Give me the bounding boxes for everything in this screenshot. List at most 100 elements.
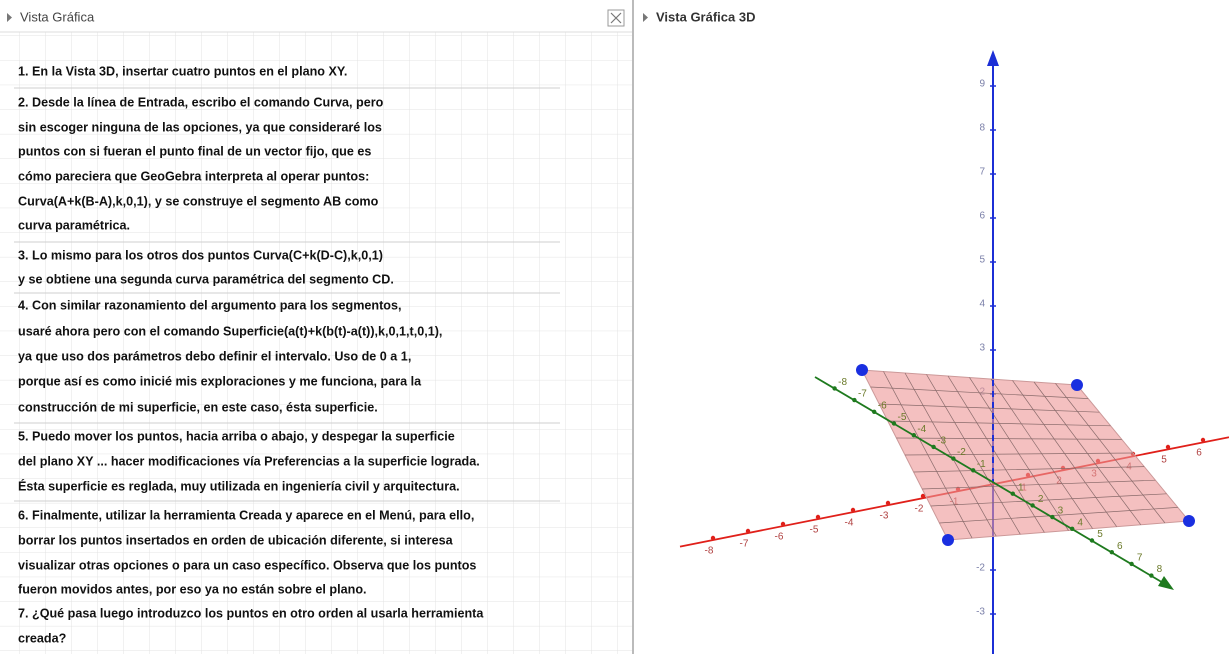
point (942, 534, 954, 546)
instruction-line: 6. Finalmente, utilizar la herramienta C… (18, 508, 474, 522)
y-tick-label: -3 (937, 436, 946, 447)
instruction-line: curva paramétrica. (18, 218, 130, 232)
x-tick (780, 521, 786, 527)
x-tick-label: -4 (845, 518, 854, 529)
y-tick-label: -4 (917, 424, 926, 435)
instruction-line: 4. Con similar razonamiento del argument… (18, 298, 402, 312)
y-tick (931, 444, 936, 450)
point (1071, 379, 1083, 391)
close-button[interactable] (607, 9, 625, 27)
collapse-icon[interactable] (643, 13, 648, 22)
y-tick (951, 456, 956, 461)
z-tick-label: 4 (979, 299, 985, 310)
x-tick (1200, 437, 1206, 443)
panel-title: Vista Gráfica (20, 9, 95, 24)
y-tick (1129, 561, 1134, 567)
x-tick-label: 5 (1161, 455, 1167, 466)
y-tick (971, 468, 976, 473)
surface-grid (1012, 380, 1117, 527)
grid (0, 32, 632, 654)
instruction-line: cómo pareciera que GeoGebra interpreta a… (18, 169, 369, 183)
y-axis-arrow (1158, 576, 1174, 590)
x-tick (710, 535, 716, 541)
instruction-line: 1. En la Vista 3D, insertar cuatro punto… (18, 64, 347, 78)
instruction-line: 2. Desde la línea de Entrada, escribo el… (18, 95, 384, 109)
x-tick-label: -8 (705, 546, 714, 557)
x-tick (885, 500, 891, 506)
surface-grid (904, 452, 1134, 456)
x-tick-label: -5 (810, 525, 819, 536)
y-tick (1030, 503, 1035, 508)
instruction-line: 5. Puedo mover los puntos, hacia arriba … (18, 429, 455, 443)
y-tick (872, 409, 877, 414)
y-tick (1070, 526, 1075, 531)
y-tick-label: -7 (858, 389, 867, 400)
instruction-line: creada? (18, 631, 66, 645)
x-tick-label: -7 (740, 539, 749, 550)
instruction-line: 7. ¿Qué pasa luego introduzco los puntos… (18, 606, 484, 620)
y-tick-label: 1 (1018, 482, 1024, 493)
y-tick-label: 4 (1077, 517, 1083, 528)
y-tick (1109, 550, 1115, 555)
instruction-line: porque así es como inicié mis exploracio… (18, 374, 422, 388)
y-tick-label: 2 (1038, 494, 1044, 505)
instruction-line: Ésta superficie es reglada, muy utilizad… (18, 478, 460, 493)
instruction-line: ya que uso dos parámetros debo definir e… (18, 349, 411, 363)
instruction-line: fueron movidos antes, por eso ya no está… (18, 582, 367, 596)
surface-grid (1055, 383, 1166, 524)
z-tick-label: 3 (979, 343, 985, 354)
x-tick (815, 514, 821, 520)
instruction-line: 3. Lo mismo para los otros dos puntos Cu… (18, 248, 383, 262)
instruction-line: puntos con si fueran el punto final de u… (18, 144, 371, 158)
x-tick-label: -2 (915, 504, 924, 515)
surface-grid (922, 479, 1156, 490)
z-tick-label: 5 (979, 255, 985, 266)
y-tick (832, 386, 837, 391)
x-tick-label: -3 (880, 511, 889, 522)
surface-grid (990, 378, 1093, 529)
x-tick (745, 528, 751, 534)
y-tick-label: -5 (898, 412, 907, 423)
instruction-line: usaré ahora pero con el comando Superfic… (18, 324, 442, 338)
panel-title: Vista Gráfica 3D (656, 9, 755, 24)
y-tick (891, 421, 897, 426)
z-tick-label: 7 (979, 167, 985, 178)
y-tick-label: -1 (977, 459, 986, 470)
instruction-line: y se obtiene una segunda curva paramétri… (18, 272, 394, 286)
instruction-line: Curva(A+k(B-A),k,0,1), y se construye el… (18, 194, 379, 208)
x-tick-label: -6 (775, 532, 784, 543)
y-tick-label: 6 (1117, 541, 1123, 552)
z-tick-label: -2 (976, 563, 985, 574)
z-axis-arrow (987, 50, 999, 66)
collapse-icon[interactable] (7, 13, 12, 22)
y-tick-label: -6 (878, 400, 887, 411)
z-tick-label: 6 (979, 211, 985, 222)
instruction-line: sin escoger ninguna de las opciones, ya … (18, 120, 382, 134)
y-tick-label: 8 (1157, 564, 1163, 575)
point (856, 364, 868, 376)
y-tick (1149, 573, 1154, 578)
surface-grid (1033, 381, 1142, 526)
x-tick-label: 6 (1196, 448, 1202, 459)
x-tick (1165, 444, 1171, 450)
y-tick (1089, 538, 1095, 543)
y-tick (911, 433, 916, 438)
z-tick-label: 8 (979, 123, 985, 134)
y-tick-label: -2 (957, 447, 966, 458)
y-tick-label: 7 (1137, 553, 1143, 564)
y-tick-label: 5 (1097, 529, 1103, 540)
surface-grid (939, 507, 1178, 524)
instruction-line: visualizar otras opciones o para un caso… (18, 558, 476, 572)
instruction-line: borrar los puntos insertados en orden de… (18, 533, 454, 547)
x-tick (920, 493, 926, 499)
y-tick-label: -8 (838, 377, 847, 388)
instruction-line: construcción de mi superficie, en este c… (18, 400, 378, 414)
surface-grid (930, 493, 1167, 507)
y-tick (1010, 491, 1015, 496)
instruction-line: del plano XY ... hacer modificaciones ví… (18, 454, 480, 468)
z-tick-label: 9 (979, 79, 985, 90)
y-tick-label: 3 (1058, 506, 1064, 517)
point (1183, 515, 1195, 527)
z-tick-label: -3 (976, 607, 985, 618)
